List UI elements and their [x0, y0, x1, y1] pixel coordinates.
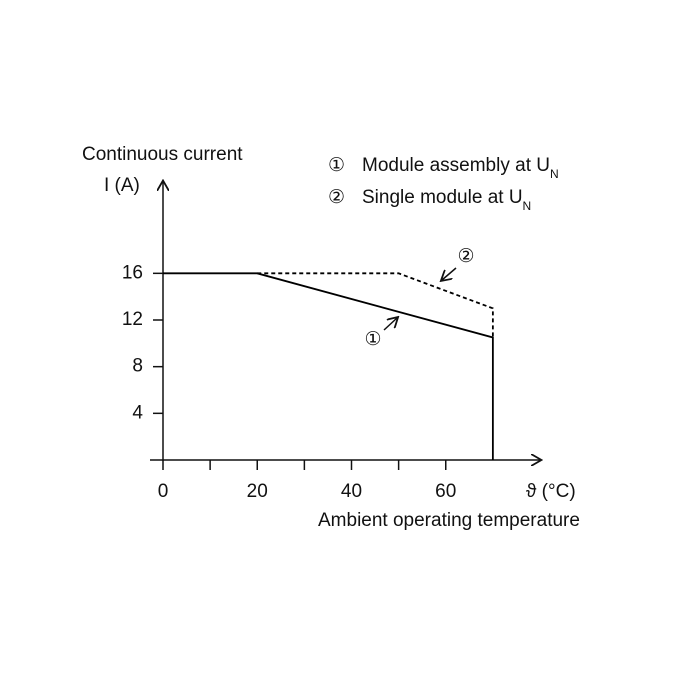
x-unit-label: ϑ (°C) [526, 481, 576, 502]
x-tick-label: 20 [247, 481, 268, 502]
x-tick-label: 0 [158, 481, 169, 502]
series-line [257, 272, 494, 338]
x-axis-label: Ambient operating temperature [318, 510, 580, 531]
y-tick-label: 12 [122, 309, 143, 330]
legend-label: Module assembly at UN [362, 155, 559, 181]
legend-label: Single module at UN [362, 187, 531, 213]
legend-name: Module assembly at U [362, 155, 550, 176]
x-tick-label: 40 [341, 481, 362, 502]
y-axis-label: I (A) [104, 175, 140, 196]
legend-subscript: N [523, 199, 532, 213]
y-tick-label: 16 [122, 262, 143, 283]
legend-marker: ② [328, 187, 345, 208]
series-line [163, 272, 494, 460]
y-axis-label: Continuous current [82, 144, 243, 165]
x-tick-label: 60 [435, 481, 456, 502]
annotation-marker: ② [457, 246, 474, 267]
annotation-arrow [383, 318, 397, 331]
legend-marker: ① [328, 155, 345, 176]
legend-subscript: N [550, 167, 559, 181]
annotation-arrow [442, 267, 457, 280]
annotation-marker: ① [364, 329, 381, 350]
y-tick-label: 8 [132, 356, 143, 377]
y-tick-label: 4 [132, 402, 143, 423]
legend-name: Single module at U [362, 187, 523, 208]
